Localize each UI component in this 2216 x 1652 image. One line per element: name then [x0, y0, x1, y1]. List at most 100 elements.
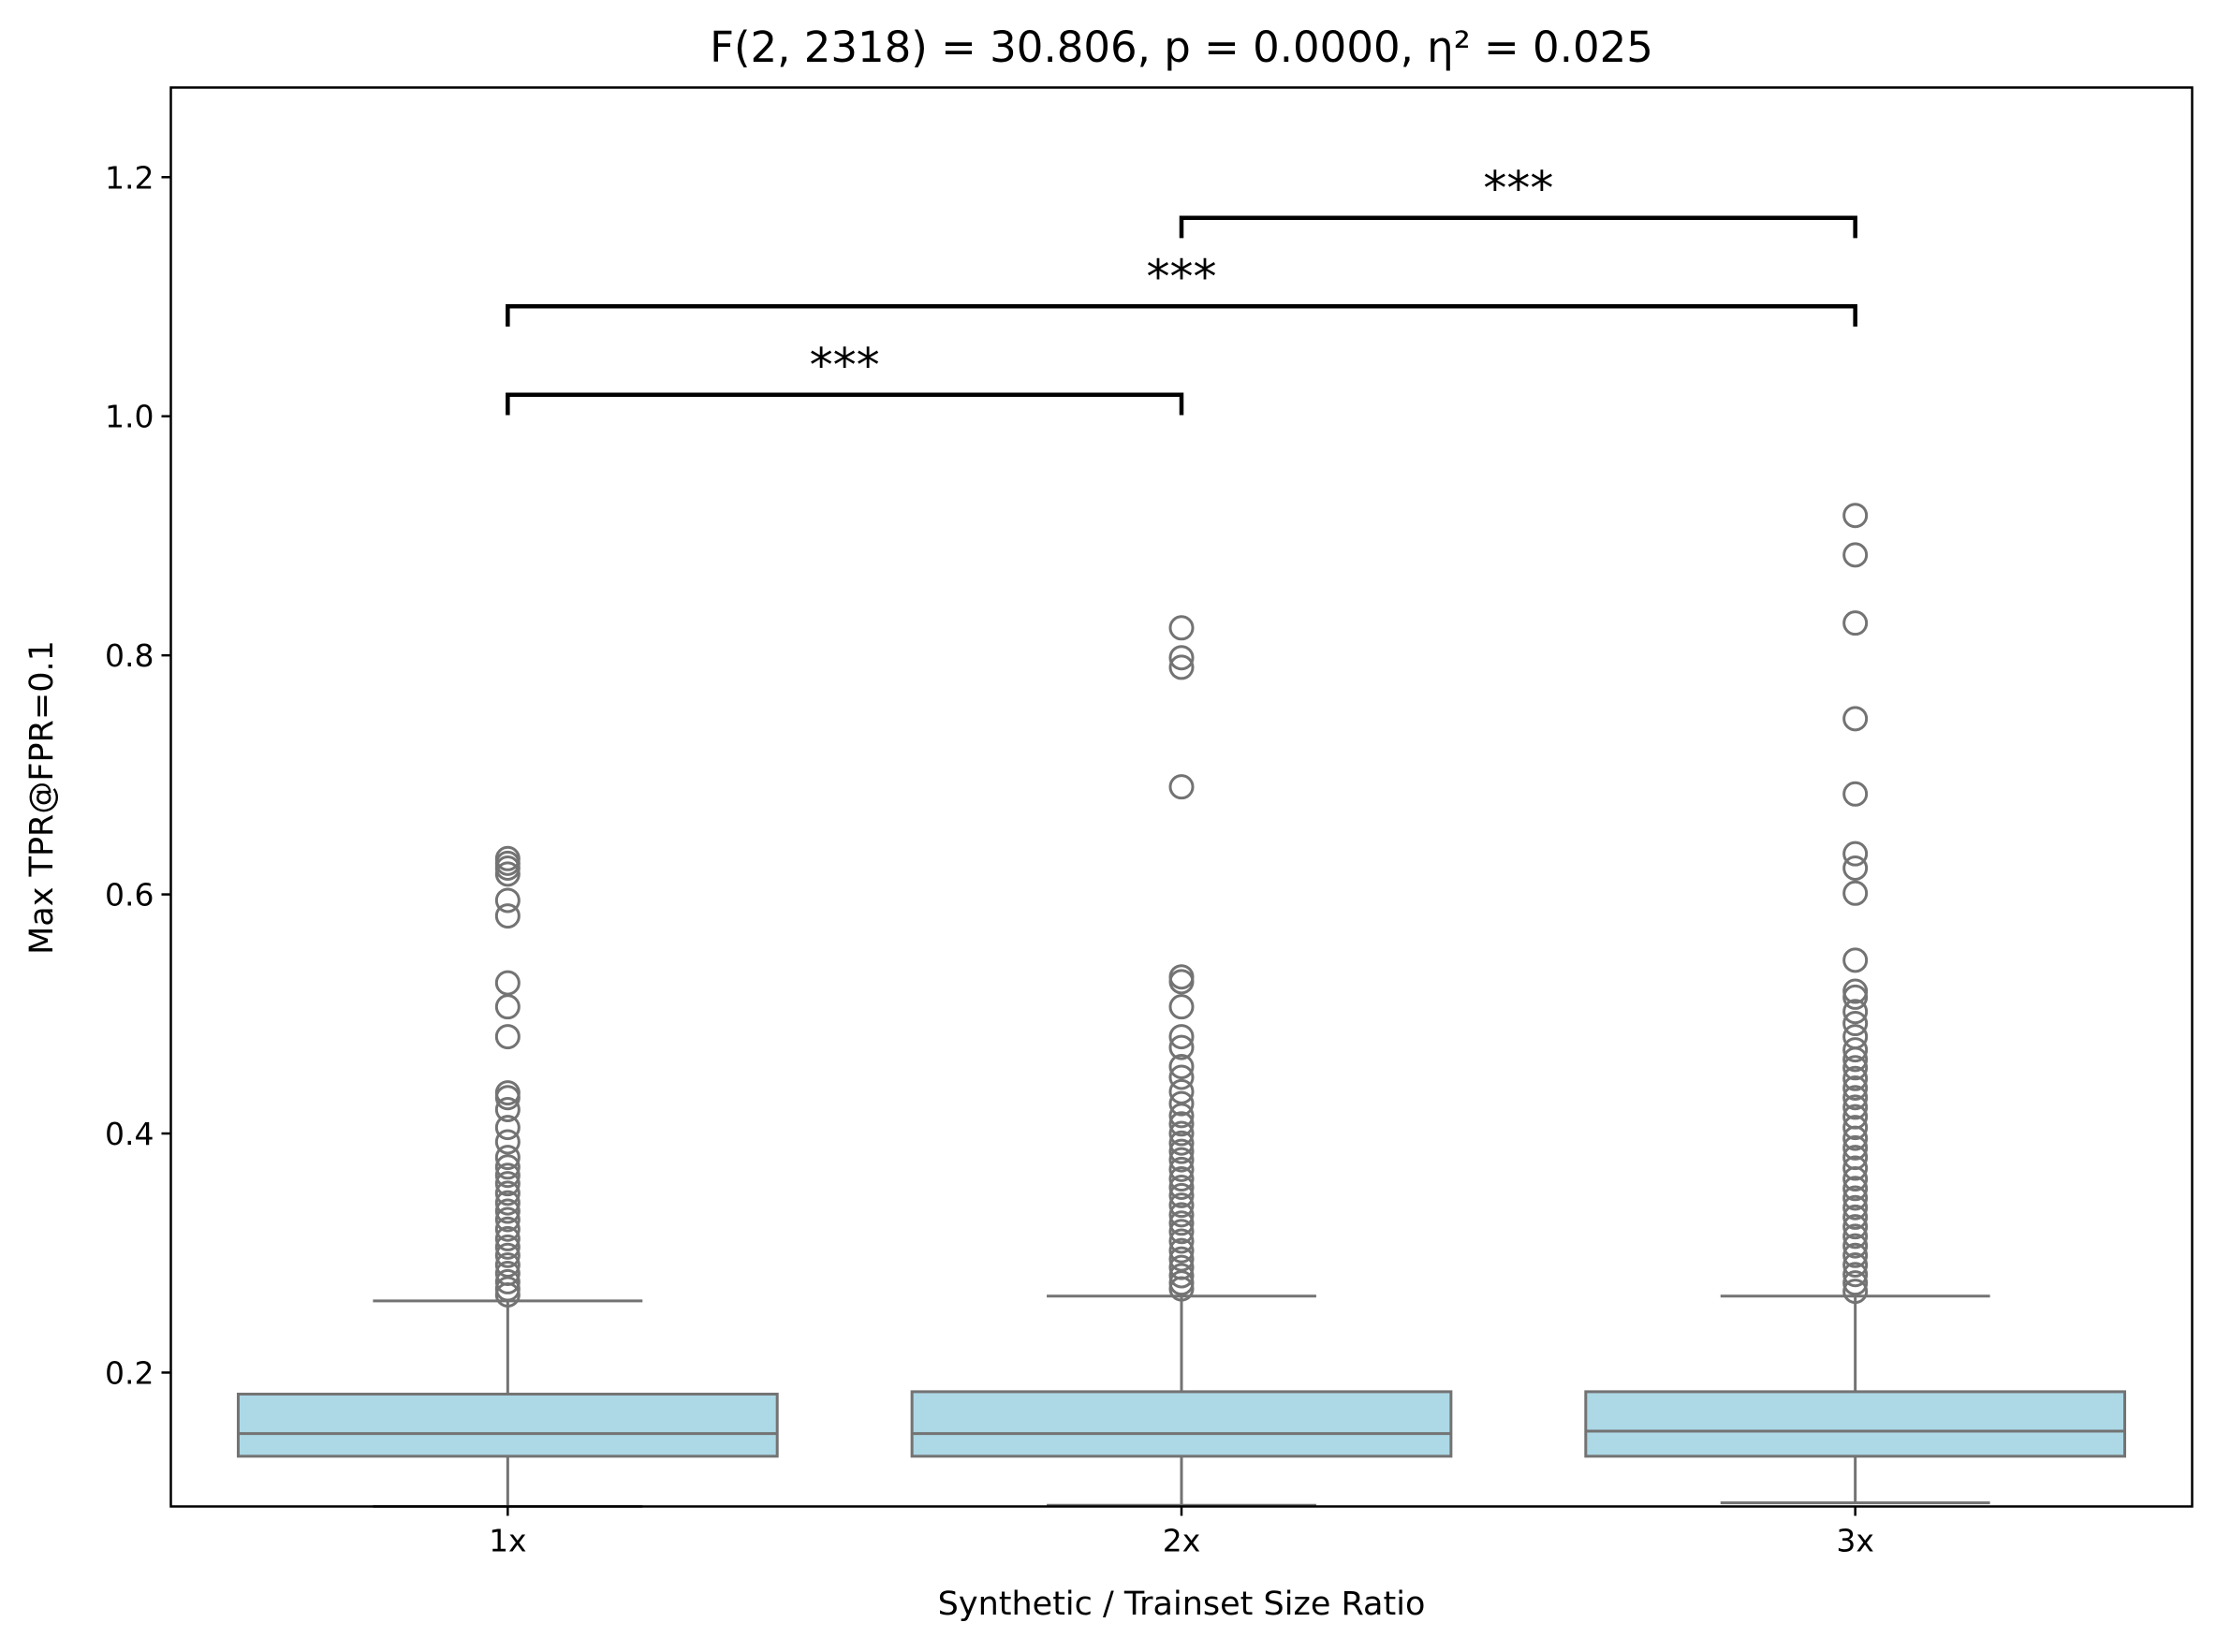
outlier-point — [494, 994, 521, 1020]
outlier-point — [494, 887, 521, 914]
outlier-point — [494, 1162, 521, 1189]
outlier-point — [1842, 1252, 1869, 1279]
outlier-point — [494, 861, 521, 887]
outlier-point — [1168, 1156, 1195, 1182]
outlier-point — [494, 903, 521, 929]
outlier-point — [1842, 947, 1869, 973]
outlier-point — [1168, 1103, 1195, 1129]
outlier-point — [1168, 1138, 1195, 1164]
bracket-line — [506, 303, 1857, 327]
box-group-3x — [1584, 503, 2127, 1505]
outlier-point — [1168, 1054, 1195, 1080]
outlier-point — [1842, 503, 1869, 529]
y-tick-label: 1.0 — [105, 399, 154, 435]
box-group-1x — [236, 845, 779, 1508]
outlier-point — [1168, 1182, 1195, 1208]
outlier-point — [1842, 984, 1869, 1010]
outlier-point — [1168, 1078, 1195, 1104]
y-tick-label: 0.6 — [105, 877, 154, 914]
significance-label: *** — [1147, 250, 1217, 304]
outlier-point — [494, 1281, 521, 1308]
x-tick-label: 3x — [1836, 1523, 1874, 1559]
outlier-point — [1842, 1223, 1869, 1250]
outlier-point — [1842, 978, 1869, 1004]
y-tick-label: 1.2 — [105, 159, 154, 196]
outlier-point — [494, 1085, 521, 1111]
outlier-point — [1168, 1024, 1195, 1050]
outlier-point — [1168, 1237, 1195, 1264]
outlier-point — [1842, 706, 1869, 732]
iqr-box — [1584, 1390, 2127, 1458]
outlier-point — [494, 1129, 521, 1155]
outlier-point — [494, 1206, 521, 1233]
outlier-point — [1842, 1085, 1869, 1111]
x-axis-label: Synthetic / Trainset Size Ratio — [938, 1586, 1426, 1623]
outlier-point — [1168, 1276, 1195, 1302]
y-tick-label: 0.8 — [105, 637, 154, 674]
outlier-point — [1842, 855, 1869, 881]
outlier-point — [1168, 1130, 1195, 1156]
x-tick-label: 1x — [489, 1523, 527, 1559]
outlier-point — [1168, 1202, 1195, 1228]
outlier-point — [1842, 1115, 1869, 1141]
outlier-point — [1168, 964, 1195, 990]
outlier-point — [1842, 1024, 1869, 1050]
outlier-point — [494, 1154, 521, 1180]
outlier-point — [1842, 1176, 1869, 1202]
significance-bracket: *** — [506, 250, 1857, 327]
outlier-point — [494, 1242, 521, 1268]
outlier-point — [1168, 1219, 1195, 1245]
outlier-point — [1168, 1120, 1195, 1147]
y-tick-label: 0.4 — [105, 1116, 154, 1152]
outlier-point — [1842, 1242, 1869, 1268]
outlier-point — [1842, 1214, 1869, 1240]
outlier-point — [1168, 1228, 1195, 1254]
outlier-point — [1168, 1210, 1195, 1236]
box-group-2x — [910, 615, 1453, 1507]
outlier-point — [1842, 1046, 1869, 1073]
chart-title: F(2, 2318) = 30.806, p = 0.0000, η² = 0.… — [710, 22, 1653, 72]
outlier-point — [1842, 1270, 1869, 1296]
outlier-point — [494, 1225, 521, 1251]
significance-label: *** — [1483, 162, 1553, 216]
outlier-point — [1842, 1204, 1869, 1230]
outlier-point — [1842, 542, 1869, 568]
outlier-point — [1842, 841, 1869, 867]
outlier-point — [1842, 1125, 1869, 1151]
outlier-point — [1842, 1194, 1869, 1221]
outlier-point — [1842, 880, 1869, 906]
outlier-point — [1168, 1034, 1195, 1060]
significance-bracket: *** — [506, 339, 1184, 416]
outlier-point — [494, 1234, 521, 1260]
outlier-point — [1842, 781, 1869, 807]
outlier-point — [494, 855, 521, 881]
outlier-point — [1842, 1134, 1869, 1161]
outlier-point — [1168, 1192, 1195, 1219]
outlier-point — [1168, 994, 1195, 1020]
iqr-box — [236, 1392, 779, 1458]
outlier-point — [1168, 1111, 1195, 1137]
y-tick-label: 0.2 — [105, 1354, 154, 1391]
outlier-point — [494, 1276, 521, 1302]
outlier-point — [1168, 969, 1195, 995]
outlier-point — [494, 1190, 521, 1216]
outlier-point — [1842, 1055, 1869, 1081]
outlier-point — [1842, 1037, 1869, 1063]
outlier-point — [1842, 999, 1869, 1025]
outlier-point — [494, 1180, 521, 1206]
outlier-point — [494, 1024, 521, 1050]
outlier-point — [1842, 1065, 1869, 1091]
outlier-point — [494, 1115, 521, 1141]
outlier-point — [494, 1216, 521, 1242]
outlier-point — [1168, 615, 1195, 641]
outlier-point — [1168, 1147, 1195, 1173]
outlier-point — [494, 970, 521, 996]
y-axis-label: Max TPR@FPR=0.1 — [23, 640, 61, 955]
outlier-point — [1842, 1075, 1869, 1101]
outlier-point — [1842, 1185, 1869, 1211]
outlier-point — [1168, 1246, 1195, 1272]
outlier-point — [1842, 610, 1869, 636]
outlier-point — [1842, 1094, 1869, 1120]
bracket-line — [1179, 215, 1857, 239]
